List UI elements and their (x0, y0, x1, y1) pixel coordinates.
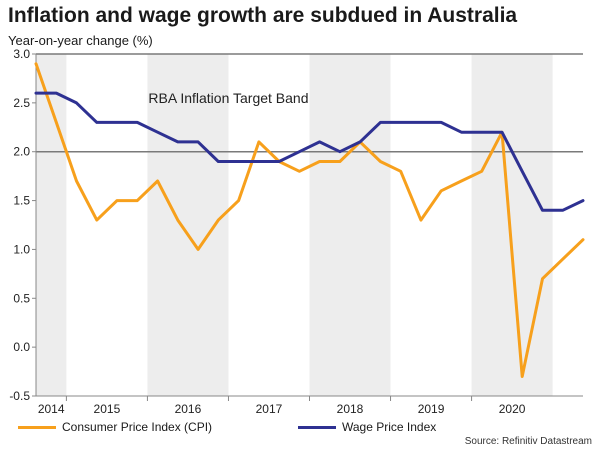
y-tick-label: 3.0 (13, 47, 30, 61)
y-tick-label: 1.0 (13, 242, 30, 256)
series-layer (34, 62, 585, 378)
x-tick-label-2017: 2017 (256, 402, 283, 416)
y-tick-label: 0.5 (13, 291, 30, 305)
x-tick-label-2015: 2015 (94, 402, 121, 416)
legend-label-wage: Wage Price Index (342, 420, 437, 434)
legend-swatch-cpi (18, 425, 56, 429)
legend-label-cpi: Consumer Price Index (CPI) (62, 420, 213, 434)
source-note: Source: Refinitiv Datastream (464, 436, 592, 447)
x-tick-label-2020: 2020 (499, 402, 526, 416)
legend-item-wage: Wage Price Index (298, 419, 436, 435)
y-tick-label: 0.0 (13, 340, 30, 354)
chart-title: Inflation and wage growth are subdued in… (8, 4, 518, 27)
target-band-label: RBA Inflation Target Band (148, 90, 308, 106)
y-axis: 3.0 2.5 2.0 1.5 1.0 0.5 0.0 -0.5 (9, 47, 37, 403)
x-axis: 2014 2015 2016 2017 2018 2019 2020 (36, 395, 583, 416)
cpi-series-line (34, 62, 585, 378)
year-shading-layer (36, 54, 553, 396)
y-tick-label: 2.0 (13, 145, 30, 159)
x-tick-label-2014: 2014 (38, 402, 65, 416)
x-tick-label-2016: 2016 (175, 402, 202, 416)
x-tick-label-2019: 2019 (418, 402, 445, 416)
y-tick-label: 2.5 (13, 96, 30, 110)
wage-series-line (34, 91, 585, 212)
x-tick-label-2018: 2018 (337, 402, 364, 416)
legend-item-cpi: Consumer Price Index (CPI) (18, 419, 212, 435)
year-shade-2020 (471, 54, 553, 396)
chart-subtitle: Year-on-year change (%) (8, 33, 153, 48)
year-shade-2018 (309, 54, 391, 396)
y-tick-label: -0.5 (9, 389, 30, 403)
y-tick-label: 1.5 (13, 194, 30, 208)
legend-swatch-wage (298, 425, 336, 429)
